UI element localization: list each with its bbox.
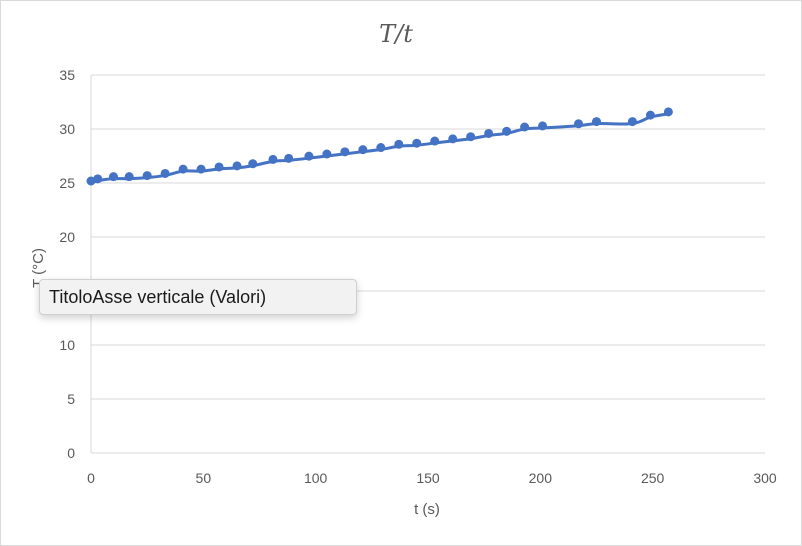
x-tick-label: 150 <box>416 470 440 486</box>
y-tick-label: 5 <box>67 391 75 407</box>
x-tick-label: 200 <box>529 470 553 486</box>
data-point[interactable] <box>108 172 118 182</box>
data-point[interactable] <box>160 168 170 178</box>
y-tick-labels: 05101520253035 <box>59 67 75 461</box>
chart-title[interactable]: T/t <box>379 20 413 48</box>
data-point[interactable] <box>214 162 224 172</box>
data-point[interactable] <box>340 147 350 157</box>
data-point[interactable] <box>284 153 294 163</box>
y-tick-label: 35 <box>59 67 75 83</box>
axis-title-tooltip: TitoloAsse verticale (Valori) <box>39 279 357 315</box>
data-point[interactable] <box>376 143 386 153</box>
y-tick-label: 20 <box>59 229 75 245</box>
data-point[interactable] <box>484 128 494 138</box>
gridlines <box>90 74 765 454</box>
y-axis-title[interactable]: T (°C) <box>30 248 47 288</box>
y-tick-label: 0 <box>67 445 75 461</box>
data-point[interactable] <box>430 136 440 146</box>
data-point[interactable] <box>394 139 404 149</box>
data-point[interactable] <box>178 164 188 174</box>
data-point[interactable] <box>142 171 152 181</box>
data-point[interactable] <box>268 154 278 164</box>
data-point[interactable] <box>663 107 673 117</box>
data-point[interactable] <box>304 151 314 161</box>
data-point[interactable] <box>448 134 458 144</box>
data-point[interactable] <box>520 122 530 132</box>
data-point[interactable] <box>412 138 422 148</box>
x-tick-label: 250 <box>641 470 665 486</box>
data-point[interactable] <box>232 161 242 171</box>
x-tick-label: 300 <box>753 470 777 486</box>
data-point[interactable] <box>645 110 655 120</box>
data-point[interactable] <box>538 121 548 131</box>
x-tick-label: 100 <box>304 470 328 486</box>
data-point[interactable] <box>93 174 103 184</box>
x-tick-labels: 0 50 100 150 200 250 300 <box>87 470 777 486</box>
y-tick-label: 10 <box>59 337 75 353</box>
data-point[interactable] <box>196 164 206 174</box>
data-point[interactable] <box>574 119 584 129</box>
x-tick-label: 50 <box>196 470 212 486</box>
y-tick-label: 30 <box>59 121 75 137</box>
data-point[interactable] <box>248 159 258 169</box>
data-point[interactable] <box>502 126 512 136</box>
x-axis-title[interactable]: t (s) <box>414 501 440 518</box>
data-point[interactable] <box>592 117 601 127</box>
data-point[interactable] <box>466 132 476 142</box>
data-point[interactable] <box>322 149 332 159</box>
series-points[interactable] <box>86 107 673 186</box>
data-point[interactable] <box>358 145 368 155</box>
y-tick-label: 25 <box>59 175 75 191</box>
data-point[interactable] <box>627 117 637 127</box>
data-point[interactable] <box>124 172 134 182</box>
x-tick-label: 0 <box>87 470 95 486</box>
